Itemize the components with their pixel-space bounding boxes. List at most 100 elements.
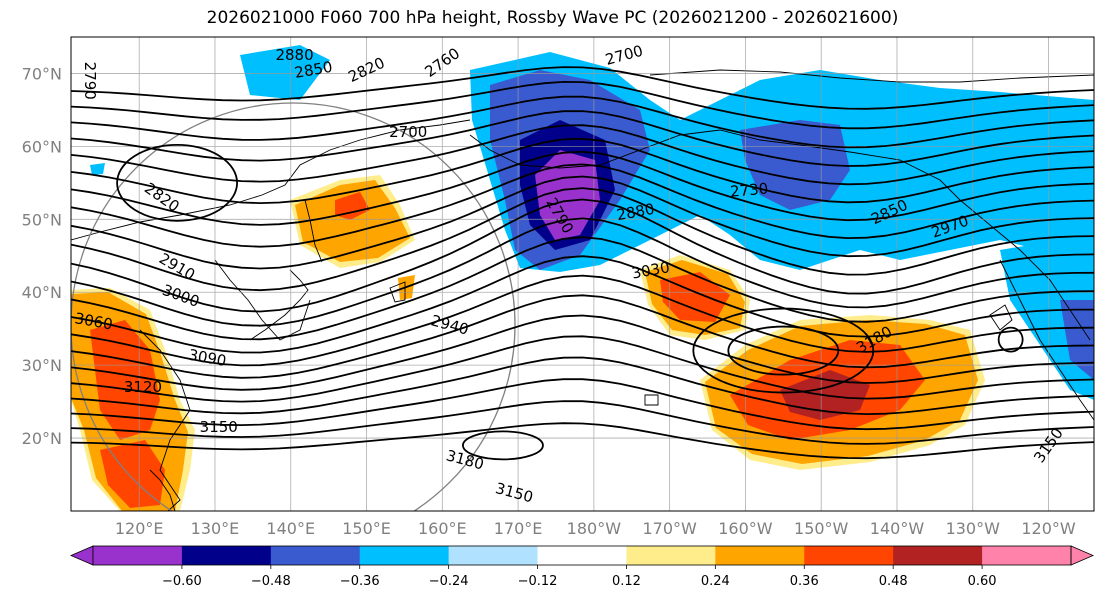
positive-anomaly-region <box>90 320 160 440</box>
contour-label: 3150 <box>200 418 238 436</box>
longitude-label: 170°E <box>494 519 543 538</box>
contour-label: 2790 <box>81 62 99 100</box>
colorbar-segment <box>537 546 627 565</box>
height-contour-line <box>71 95 1094 149</box>
colorbar-segment <box>715 546 805 565</box>
height-contour-line <box>71 163 1094 248</box>
rossby-pc-shading <box>71 45 1094 511</box>
colorbar: −0.60 −0.48 −0.36 −0.24 −0.12 0.12 0.24 0.36 0.4… <box>69 545 1095 589</box>
colorbar-tick-label: 0.60 <box>968 574 997 589</box>
hawaii-islands <box>644 394 659 406</box>
longitude-label: 140°E <box>266 519 315 538</box>
height-contour-line <box>71 356 1094 416</box>
positive-anomaly-region <box>100 440 165 508</box>
longitude-label: 170°W <box>642 519 697 538</box>
map-title: 2026021000 F060 700 hPa height, Rossby W… <box>206 8 899 28</box>
colorbar-tick-label: −0.24 <box>429 574 469 589</box>
height-contours <box>71 66 1094 461</box>
positive-anomaly-region <box>295 180 410 262</box>
map-frame <box>70 36 1095 512</box>
negative-anomaly-region <box>740 120 850 210</box>
longitude-label: 120°W <box>1021 519 1076 538</box>
height-contour-line <box>71 255 1094 354</box>
height-contour-closed <box>997 326 1024 353</box>
longitude-label: 130°W <box>946 519 1001 538</box>
asia-coastline <box>214 259 311 341</box>
height-contour-line <box>71 150 1094 226</box>
latitude-label: 40°N <box>22 283 62 302</box>
height-contour-line <box>71 217 1094 327</box>
height-contour-line <box>71 80 1094 130</box>
colorbar-segment <box>181 546 272 565</box>
height-contour-line <box>71 335 1094 403</box>
philippines-coastline <box>149 469 176 511</box>
colorbar-segment <box>804 546 894 565</box>
pacific-island <box>989 304 1013 331</box>
positive-anomaly-region <box>335 192 370 220</box>
height-contour-line <box>71 274 1094 367</box>
colorbar-tick-label: −0.12 <box>518 574 558 589</box>
negative-anomaly-region <box>535 150 600 240</box>
north-america-coastline <box>999 259 1094 421</box>
contour-label: 2880 <box>275 46 313 64</box>
alaska-coastline <box>469 129 1091 341</box>
longitude-label: 160°W <box>718 519 773 538</box>
colorbar-segment <box>448 546 539 565</box>
colorbar-segment <box>270 546 361 565</box>
height-contour-line <box>71 422 1094 460</box>
height-contour-line <box>71 198 1094 313</box>
height-contour-line <box>71 236 1094 341</box>
latitude-label: 60°N <box>22 137 62 156</box>
colorbar-segment <box>626 546 716 565</box>
colorbar-tick-label: 0.48 <box>879 574 908 589</box>
colorbar-segment <box>359 546 450 565</box>
contour-label: 2730 <box>729 180 769 201</box>
colorbar-segment <box>982 546 1072 565</box>
latitude-label: 20°N <box>22 429 62 448</box>
height-contour-line <box>71 124 1094 186</box>
longitude-label: 120°E <box>115 519 164 538</box>
height-contour-line <box>71 400 1094 445</box>
height-contour-line <box>71 378 1094 431</box>
longitude-label: 160°E <box>418 519 467 538</box>
colorbar-extend-max <box>1070 545 1095 566</box>
height-contour-line <box>71 110 1094 167</box>
height-contour-line <box>71 187 1094 292</box>
colorbar-tick-label: −0.48 <box>251 574 291 589</box>
negative-anomaly-region <box>1060 300 1094 380</box>
colorbar-outline <box>92 545 1072 566</box>
colorbar-extend-min <box>69 545 94 566</box>
graticule <box>71 37 1094 511</box>
colorbar-tick-label: 0.12 <box>612 574 641 589</box>
range-circle <box>71 102 516 511</box>
height-contour-line <box>71 175 1094 270</box>
japan-coastline <box>249 269 309 341</box>
height-contour-line <box>71 137 1094 205</box>
height-contour-closed <box>692 307 875 394</box>
latitude-label: 30°N <box>22 356 62 375</box>
longitude-label: 140°W <box>870 519 925 538</box>
china-coastline <box>139 329 191 511</box>
height-contour-closed <box>462 430 544 461</box>
height-contour-closed <box>727 325 840 376</box>
latitude-label: 70°N <box>22 64 62 83</box>
latitude-label: 50°N <box>22 210 62 229</box>
contour-label: 2700 <box>389 123 427 141</box>
colorbar-tick-label: 0.36 <box>790 574 819 589</box>
longitude-label: 180°W <box>567 519 622 538</box>
pacific-island <box>389 281 406 303</box>
arctic-coastline <box>649 69 1094 83</box>
height-contour-line <box>71 314 1094 391</box>
colorbar-tick-label: −0.36 <box>340 574 380 589</box>
negative-anomaly-region <box>240 45 330 100</box>
height-contour-line <box>71 66 1094 110</box>
longitude-labels: 120°E 130°E 140°E 150°E 160°E 170°E 180°W 170°W… <box>115 519 1076 538</box>
colorbar-segment <box>93 546 183 565</box>
latitude-labels: 70°N 60°N 50°N 40°N 30°N 20°N <box>22 64 62 448</box>
colorbar-tick-label: 0.24 <box>701 574 730 589</box>
colorbar-segment <box>893 546 983 565</box>
colorbar-tick-label: −0.60 <box>162 574 202 589</box>
contour-label: 3120 <box>124 378 162 396</box>
